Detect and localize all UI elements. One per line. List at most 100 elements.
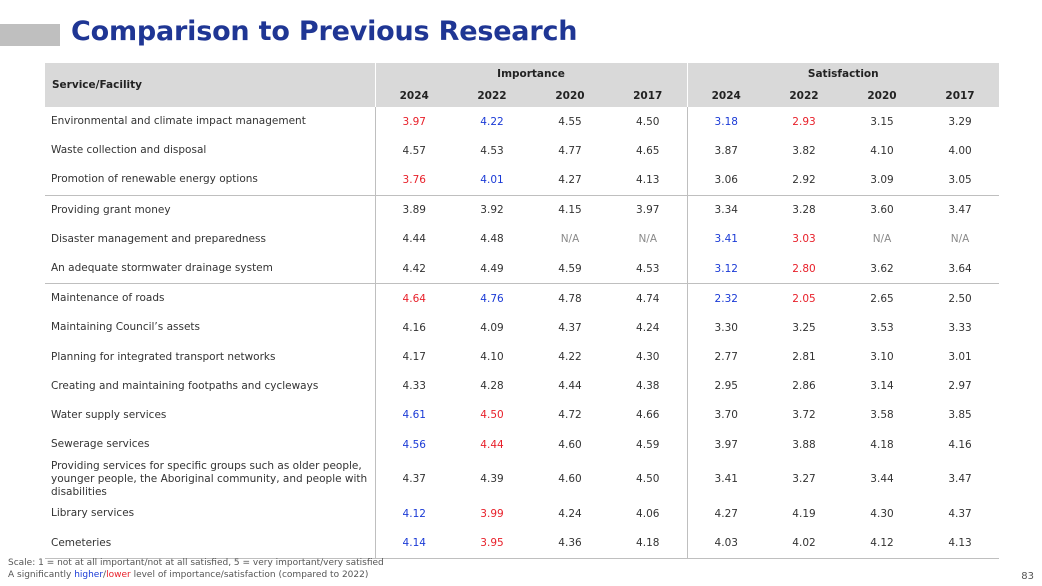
satisfaction-cell: 2.81 bbox=[792, 351, 816, 364]
importance-cell: 4.22 bbox=[480, 115, 504, 128]
table-row: Library services 4.12 3.99 4.24 4.06 4.27 4.19… bbox=[45, 499, 999, 529]
importance-cell: 3.95 bbox=[453, 528, 531, 559]
importance-cell: 4.24 bbox=[636, 321, 660, 334]
importance-cell: 4.66 bbox=[636, 409, 660, 422]
satisfaction-cell: 3.41 bbox=[686, 224, 765, 254]
satisfaction-cell: 2.77 bbox=[686, 342, 765, 372]
column-group-importance: Importance bbox=[374, 63, 687, 85]
table-body: Environmental and climate impact managem… bbox=[45, 107, 1000, 559]
satisfaction-cell: 4.37 bbox=[948, 507, 972, 520]
importance-cell: 4.60 bbox=[558, 473, 582, 486]
satisfaction-cell: 3.12 bbox=[686, 253, 765, 284]
importance-cell: 4.22 bbox=[558, 351, 582, 364]
satisfaction-cell: 3.41 bbox=[686, 459, 765, 500]
column-header-year: 2022 bbox=[453, 85, 531, 107]
column-header-year: 2017 bbox=[609, 85, 687, 107]
importance-cell: 4.57 bbox=[374, 136, 453, 166]
importance-cell: 4.09 bbox=[480, 321, 504, 334]
satisfaction-cell: 3.87 bbox=[686, 136, 765, 166]
satisfaction-cell: 4.19 bbox=[792, 507, 816, 520]
satisfaction-cell: 4.27 bbox=[686, 499, 765, 529]
satisfaction-cell: 3.70 bbox=[686, 400, 765, 431]
column-header-year: 2022 bbox=[765, 85, 843, 107]
table-row: Creating and maintaining footpaths and c… bbox=[45, 371, 999, 401]
legend-lower: lower bbox=[106, 570, 131, 580]
satisfaction-cell: 3.14 bbox=[870, 380, 894, 393]
importance-cell: N/A bbox=[560, 233, 580, 246]
importance-cell: 3.92 bbox=[453, 194, 531, 225]
importance-cell: 3.89 bbox=[374, 194, 453, 225]
importance-cell: 4.17 bbox=[374, 342, 453, 372]
table-row: Disaster management and preparedness 4.44… bbox=[45, 224, 999, 254]
importance-cell: 4.24 bbox=[558, 507, 582, 520]
satisfaction-cell: 4.02 bbox=[765, 528, 843, 559]
row-label: Cemeteries bbox=[45, 528, 375, 559]
satisfaction-cell: N/A bbox=[950, 233, 970, 246]
satisfaction-cell: 3.25 bbox=[792, 321, 816, 334]
satisfaction-cell: 2.05 bbox=[765, 283, 843, 314]
satisfaction-cell: 4.03 bbox=[686, 528, 765, 559]
importance-cell: 4.50 bbox=[636, 473, 660, 486]
table-row: Providing services for specific groups s… bbox=[45, 459, 999, 500]
row-label: Maintenance of roads bbox=[45, 283, 375, 314]
satisfaction-cell: 3.29 bbox=[948, 115, 972, 128]
satisfaction-cell: 3.03 bbox=[792, 233, 816, 246]
satisfaction-cell: 3.15 bbox=[870, 115, 894, 128]
importance-cell: 4.76 bbox=[453, 283, 531, 314]
satisfaction-cell: 3.44 bbox=[870, 473, 894, 486]
importance-cell: 4.33 bbox=[374, 371, 453, 401]
importance-cell: 4.15 bbox=[531, 194, 609, 225]
satisfaction-cell: 3.64 bbox=[948, 262, 972, 275]
table-row: Maintenance of roads 4.64 4.76 4.78 4.74 2.32… bbox=[45, 283, 1000, 314]
importance-cell: 3.97 bbox=[374, 107, 453, 137]
importance-cell: 4.64 bbox=[374, 283, 453, 314]
importance-cell: 4.01 bbox=[480, 173, 504, 186]
row-label: Planning for integrated transport networ… bbox=[51, 350, 276, 363]
satisfaction-cell: 2.97 bbox=[948, 380, 972, 393]
satisfaction-cell: 3.33 bbox=[948, 321, 972, 334]
satisfaction-cell: 3.30 bbox=[686, 313, 765, 343]
satisfaction-cell: 3.97 bbox=[686, 430, 765, 460]
column-header-year: 2024 bbox=[686, 85, 765, 107]
satisfaction-cell: 2.92 bbox=[792, 173, 816, 186]
satisfaction-cell: 3.47 bbox=[948, 473, 972, 486]
importance-cell: 4.44 bbox=[480, 438, 504, 451]
title-accent-bar bbox=[0, 24, 60, 46]
importance-cell: 4.28 bbox=[480, 380, 504, 393]
satisfaction-cell: 4.18 bbox=[870, 438, 894, 451]
importance-cell: 4.55 bbox=[558, 115, 582, 128]
importance-cell: 4.59 bbox=[558, 262, 582, 275]
satisfaction-cell: N/A bbox=[872, 233, 892, 246]
column-header-year: 2017 bbox=[921, 85, 1000, 107]
column-group-satisfaction: Satisfaction bbox=[686, 63, 1000, 85]
row-label: An adequate stormwater drainage system bbox=[51, 262, 273, 275]
importance-cell: 4.27 bbox=[558, 173, 582, 186]
importance-cell: 4.60 bbox=[558, 438, 582, 451]
importance-cell: 4.30 bbox=[636, 351, 660, 364]
satisfaction-cell: 2.93 bbox=[792, 115, 816, 128]
table-row: Planning for integrated transport networ… bbox=[45, 342, 999, 372]
page-title: Comparison to Previous Research bbox=[71, 16, 578, 47]
column-header-year: 2020 bbox=[531, 85, 609, 107]
scale-footnote: Scale: 1 = not at all important/not at a… bbox=[8, 558, 384, 568]
satisfaction-cell: 3.01 bbox=[948, 351, 972, 364]
importance-cell: 4.37 bbox=[558, 321, 582, 334]
row-label: Water supply services bbox=[51, 408, 167, 421]
importance-cell: 4.39 bbox=[480, 473, 504, 486]
table-row: Waste collection and disposal 4.57 4.53 4.7… bbox=[45, 136, 999, 166]
importance-cell: 3.76 bbox=[374, 165, 453, 196]
satisfaction-cell: 3.82 bbox=[792, 144, 816, 157]
importance-cell: 3.99 bbox=[480, 507, 504, 520]
importance-cell: 4.50 bbox=[480, 409, 504, 422]
satisfaction-cell: 3.10 bbox=[870, 351, 894, 364]
satisfaction-cell: 3.34 bbox=[686, 194, 765, 225]
column-header-year: 2020 bbox=[843, 85, 921, 107]
page-number: 83 bbox=[1021, 571, 1034, 582]
importance-cell: 4.59 bbox=[636, 438, 660, 451]
satisfaction-cell: 2.32 bbox=[686, 283, 765, 314]
importance-cell: 4.44 bbox=[374, 224, 453, 254]
importance-cell: 4.06 bbox=[636, 507, 660, 520]
row-label: Providing grant money bbox=[45, 194, 375, 225]
importance-cell: 4.16 bbox=[374, 313, 453, 343]
row-label: Sewerage services bbox=[51, 438, 150, 451]
